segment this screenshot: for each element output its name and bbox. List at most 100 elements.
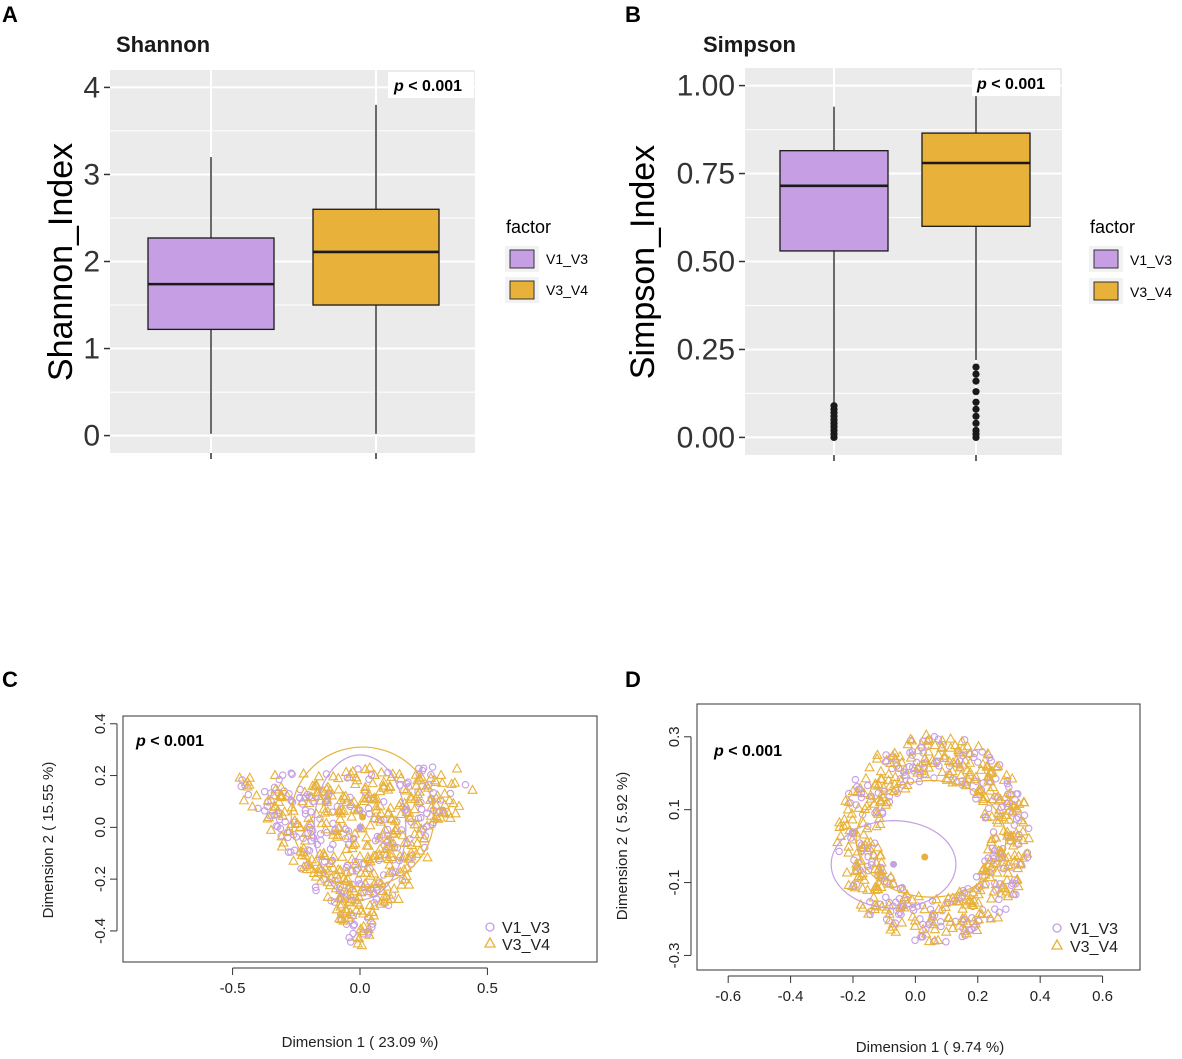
v1-v3-point xyxy=(402,806,410,814)
v3-v4-point xyxy=(870,778,881,788)
v3-v4-point xyxy=(922,735,933,745)
simpson-legend-label-v3-v4: V3_V4 xyxy=(1130,284,1172,300)
v1-v3-point xyxy=(970,749,979,758)
v1-v3-point xyxy=(891,919,900,927)
b-outlier-v3-v4 xyxy=(972,419,980,427)
v3-v4-point xyxy=(386,847,397,858)
v3-v4-point xyxy=(983,770,994,780)
b-box-v1-v3 xyxy=(779,150,889,252)
v3-v4-point xyxy=(972,897,984,907)
v3-v4-point xyxy=(278,836,289,847)
b-outlier-v3-v4 xyxy=(972,426,980,434)
v3-v4-point xyxy=(247,800,258,811)
v3-v4-point xyxy=(328,851,340,861)
v3-v4-point xyxy=(876,856,887,867)
v1-v3-point xyxy=(423,809,431,818)
pcoa-c-legend-marker-v1-v3 xyxy=(485,922,495,932)
v1-v3-point xyxy=(287,848,295,856)
v3-v4-point xyxy=(320,862,331,873)
v3-v4-point xyxy=(422,851,433,862)
v3-v4-point xyxy=(383,806,395,817)
v3-v4-point xyxy=(322,805,334,816)
v3-v4-point xyxy=(310,856,321,866)
v1-v3-point xyxy=(936,917,945,926)
b-outlier-v3-v4 xyxy=(972,363,980,371)
v1-v3-point xyxy=(989,828,998,836)
v3-v4-point xyxy=(962,740,973,751)
v3-v4-point xyxy=(973,740,984,751)
v1-v3-point xyxy=(237,782,245,791)
v3-v4-point xyxy=(332,829,344,839)
v3-v4-point xyxy=(425,810,437,820)
v3-v4-point xyxy=(964,769,976,779)
v3-v4-point xyxy=(933,903,945,914)
v3-v4-point xyxy=(968,773,980,784)
v3-v4-point xyxy=(939,750,950,760)
d-ellipse-v3-v4 xyxy=(855,779,1007,898)
simpson-y-axis-title: Simpson_Index xyxy=(624,145,662,379)
v3-v4-point xyxy=(319,807,331,817)
v1-v3-point xyxy=(421,832,430,840)
v3-v4-point xyxy=(943,755,955,765)
v3-v4-point xyxy=(977,758,989,769)
v3-v4-point xyxy=(341,866,353,877)
simpson-p-value: p < 0.001 xyxy=(972,70,1060,96)
shannon-legend-swatch-v3-v4 xyxy=(509,280,535,300)
v3-v4-point xyxy=(269,769,281,780)
v3-v4-point xyxy=(375,807,387,817)
v1-v3-point xyxy=(272,822,281,830)
v3-v4-point xyxy=(335,913,347,924)
v3-v4-point xyxy=(333,804,345,815)
v3-v4-point xyxy=(412,818,423,829)
v3-v4-point xyxy=(333,912,345,923)
v3-v4-point xyxy=(352,937,364,948)
v1-v3-point xyxy=(367,771,376,779)
v3-v4-point xyxy=(334,864,346,875)
v1-v3-point xyxy=(851,775,860,784)
v3-v4-point xyxy=(386,812,397,823)
v3-v4-point xyxy=(978,862,989,873)
v1-v3-point xyxy=(301,793,310,801)
v3-v4-point xyxy=(964,766,976,777)
v3-v4-point xyxy=(887,917,899,928)
pcoa-c-plot-frame xyxy=(122,715,598,963)
v3-v4-point xyxy=(853,870,865,881)
v3-v4-point xyxy=(945,733,956,743)
v3-v4-point xyxy=(335,794,347,804)
b-box-v3-v4 xyxy=(921,132,1031,227)
v3-v4-point xyxy=(382,834,393,845)
v1-v3-point xyxy=(1007,881,1016,889)
v3-v4-point xyxy=(382,893,394,904)
v3-v4-point xyxy=(917,923,929,934)
v1-v3-point xyxy=(930,732,939,741)
pcoa-c-legend: V1_V3 V3_V4 xyxy=(483,920,550,954)
v3-v4-point xyxy=(876,901,888,911)
v1-v3-point xyxy=(417,805,426,814)
a-y-tick-label: 0 xyxy=(83,420,100,453)
v3-v4-point xyxy=(384,781,396,792)
v1-v3-point xyxy=(998,853,1006,862)
v3-v4-point xyxy=(909,920,921,930)
v3-v4-point xyxy=(920,927,932,938)
v3-v4-point xyxy=(311,808,322,818)
svg-text:p < 0.001: p < 0.001 xyxy=(976,76,1045,93)
v3-v4-point xyxy=(316,817,327,828)
shannon-p-value-box xyxy=(388,72,474,98)
c-x-tick-label: -0.5 xyxy=(220,980,246,997)
v3-v4-point xyxy=(894,750,906,761)
c-centroid-v1-v3 xyxy=(356,823,364,831)
pcoa-d-x-axis-title: Dimension 1 ( 9.74 %) xyxy=(856,1039,1004,1056)
a-y-tick-label: 2 xyxy=(83,246,100,279)
v1-v3-point xyxy=(852,801,860,809)
v3-v4-point xyxy=(356,939,368,950)
v3-v4-point xyxy=(847,813,858,824)
v3-v4-point xyxy=(358,795,370,806)
b-outlier-v3-v4 xyxy=(972,412,980,420)
v1-v3-point xyxy=(899,902,907,911)
v3-v4-point xyxy=(888,785,900,796)
v3-v4-point xyxy=(327,862,339,872)
v3-v4-point xyxy=(429,812,440,823)
v3-v4-point xyxy=(872,749,883,759)
v1-v3-point xyxy=(244,790,253,799)
